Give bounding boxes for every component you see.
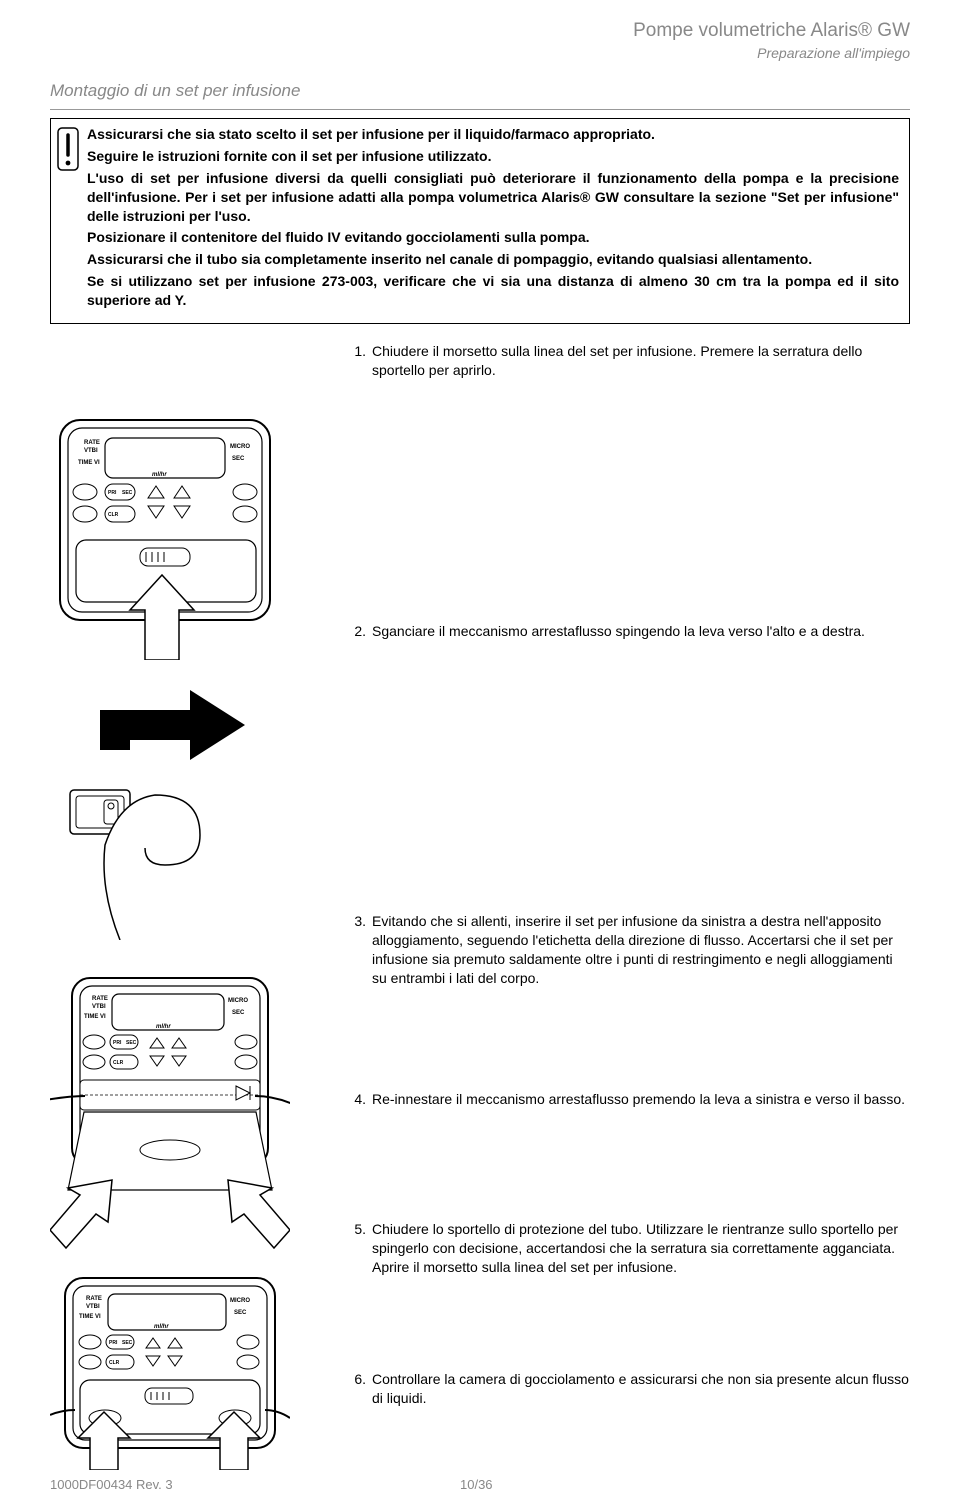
step-block-3: 3. Evitando che si allenti, inserire il … [350, 912, 910, 1090]
svg-text:VTBI: VTBI [86, 1304, 100, 1310]
step-number: 3. [350, 912, 372, 988]
warning-icon [57, 127, 79, 313]
svg-text:MICRO: MICRO [230, 444, 250, 450]
svg-text:VI: VI [94, 460, 100, 466]
product-name: Pompe volumetriche Alaris® GW [633, 18, 910, 44]
step-number: 2. [350, 622, 372, 641]
device-illustration-2 [50, 690, 290, 940]
svg-text:VTBI: VTBI [92, 1004, 106, 1010]
step-text: Sganciare il meccanismo arrestaflusso sp… [372, 622, 910, 641]
svg-text:ml/hr: ml/hr [152, 472, 167, 478]
step-text: Chiudere il morsetto sulla linea del set… [372, 342, 910, 380]
step-block-5: 5. Chiudere lo sportello di protezione d… [350, 1220, 910, 1370]
warning-paragraph: Assicurarsi che il tubo sia completament… [87, 250, 899, 269]
heading-divider [50, 109, 910, 110]
step-block-2: 2. Sganciare il meccanismo arrestaflusso… [350, 622, 910, 912]
svg-text:RATE: RATE [84, 440, 100, 446]
step-block-1: 1. Chiudere il morsetto sulla linea del … [350, 342, 910, 622]
svg-text:SEC: SEC [122, 490, 133, 496]
svg-text:SEC: SEC [122, 1340, 133, 1346]
step-item: 6. Controllare la camera di gocciolament… [350, 1370, 910, 1408]
step-item: 3. Evitando che si allenti, inserire il … [350, 912, 910, 988]
svg-text:PRI: PRI [109, 1340, 118, 1346]
svg-text:ml/hr: ml/hr [156, 1024, 171, 1030]
svg-text:TIME: TIME [78, 460, 92, 466]
svg-text:CLR: CLR [109, 1360, 120, 1366]
step-item: 1. Chiudere il morsetto sulla linea del … [350, 342, 910, 380]
step-text: Evitando che si allenti, inserire il set… [372, 912, 910, 988]
header-right: Pompe volumetriche Alaris® GW Preparazio… [633, 18, 910, 63]
svg-text:VI: VI [100, 1014, 106, 1020]
footer-page-number: 10/36 [300, 1476, 910, 1494]
page-section-heading: Montaggio di un set per infusione [50, 80, 910, 103]
svg-text:PRI: PRI [113, 1040, 122, 1046]
svg-text:CLR: CLR [113, 1060, 124, 1066]
svg-text:TIME: TIME [84, 1014, 98, 1020]
step-number: 4. [350, 1090, 372, 1109]
step-block-6: 6. Controllare la camera di gocciolament… [350, 1370, 910, 1470]
warning-paragraph: L'uso di set per infusione diversi da qu… [87, 169, 899, 226]
step-item: 5. Chiudere lo sportello di protezione d… [350, 1220, 910, 1277]
step-text: Chiudere lo sportello di protezione del … [372, 1220, 910, 1277]
svg-text:TIME: TIME [79, 1314, 93, 1320]
svg-text:SEC: SEC [126, 1040, 137, 1046]
svg-text:MICRO: MICRO [230, 1298, 250, 1304]
step-number: 6. [350, 1370, 372, 1408]
svg-text:SEC: SEC [232, 1010, 245, 1016]
svg-text:RATE: RATE [92, 996, 108, 1002]
step-block-4: 4. Re-innestare il meccanismo arrestaflu… [350, 1090, 910, 1220]
step-text: Re-innestare il meccanismo arrestaflusso… [372, 1090, 910, 1109]
footer-doc-ref: 1000DF00434 Rev. 3 [50, 1476, 300, 1494]
svg-text:PRI: PRI [108, 490, 117, 496]
step-item: 2. Sganciare il meccanismo arrestaflusso… [350, 622, 910, 641]
svg-text:SEC: SEC [234, 1310, 247, 1316]
section-name: Preparazione all'impiego [633, 44, 910, 63]
warning-paragraph: Posizionare il contenitore del fluido IV… [87, 228, 899, 247]
step-text: Controllare la camera di gocciolamento e… [372, 1370, 910, 1408]
svg-text:VI: VI [95, 1314, 101, 1320]
svg-text:ml/hr: ml/hr [154, 1324, 169, 1330]
warning-box: Assicurarsi che sia stato scelto il set … [50, 118, 910, 324]
svg-text:SEC: SEC [232, 456, 245, 462]
warning-text: Assicurarsi che sia stato scelto il set … [87, 125, 899, 313]
page-footer: 1000DF00434 Rev. 3 10/36 [50, 1476, 910, 1494]
svg-text:MICRO: MICRO [228, 998, 248, 1004]
device-illustration-4: RATE VTBI TIME VI MICRO SEC ml/hr PRI SEC… [50, 1270, 290, 1470]
svg-text:CLR: CLR [108, 512, 119, 518]
device-illustration-3: RATE VTBI TIME VI MICRO SEC ml/hr PRI SEC… [50, 970, 290, 1250]
device-illustration-1: RATE VTBI TIME VI MICRO SEC ml/hr PRI SE… [50, 410, 290, 660]
step-number: 5. [350, 1220, 372, 1277]
step-item: 4. Re-innestare il meccanismo arrestaflu… [350, 1090, 910, 1109]
step-number: 1. [350, 342, 372, 380]
svg-text:RATE: RATE [86, 1296, 102, 1302]
warning-paragraph: Seguire le istruzioni fornite con il set… [87, 147, 899, 166]
warning-paragraph: Assicurarsi che sia stato scelto il set … [87, 125, 899, 144]
svg-text:VTBI: VTBI [84, 448, 98, 454]
warning-paragraph: Se si utilizzano set per infusione 273-0… [87, 272, 899, 310]
